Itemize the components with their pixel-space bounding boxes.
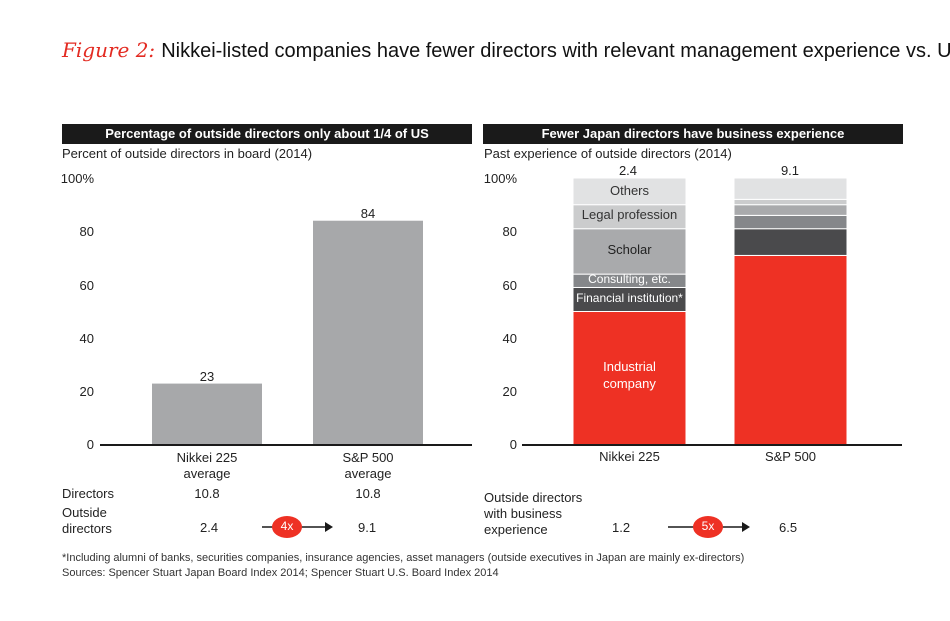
stacked-segment-industrial-nikkei — [572, 311, 687, 446]
right-table-label: Outside directors with business experien… — [484, 490, 583, 537]
stacked-segment-financial-nikkei — [572, 286, 687, 313]
left-ytick: 40 — [79, 331, 94, 346]
left-table-directors-sp500: 10.8 — [355, 486, 381, 501]
footnote: *Including alumni of banks, securities c… — [62, 552, 745, 564]
right-panel-ylabel: Past experience of outside directors (20… — [484, 146, 732, 161]
left-ratio-arrow — [262, 516, 333, 538]
segment-label-industrial: Industrial company — [603, 359, 656, 391]
right-category-sp500: S&P 500 — [764, 449, 817, 464]
stacked-segment-financial-sp500 — [733, 228, 848, 256]
left-table-outside-nikkei: 2.4 — [200, 520, 219, 535]
left-category-nikkei: Nikkei 225 average — [176, 450, 238, 481]
right-ytick: 100% — [483, 171, 517, 186]
left-bar-value-nikkei: 23 — [199, 369, 215, 384]
right-ratio-label: 5x — [701, 519, 715, 533]
segment-label-others: Others — [609, 183, 649, 198]
figure-title-text: Nikkei-listed companies have fewer direc… — [161, 40, 950, 62]
right-total-nikkei: 2.4 — [618, 163, 638, 178]
left-table-directors-label: Directors — [62, 486, 115, 501]
stacked-segment-legal-sp500 — [733, 198, 848, 206]
segment-label-scholar: Scholar — [607, 242, 652, 257]
left-category-sp500: S&P 500 average — [342, 450, 394, 481]
left-ytick: 100% — [60, 171, 94, 186]
segment-label-legal: Legal profession — [581, 207, 678, 222]
left-ytick: 0 — [86, 437, 94, 452]
left-table-outside-label: Outside directors — [62, 505, 112, 536]
left-ytick: 20 — [79, 384, 94, 399]
stacked-segment-consulting-sp500 — [733, 214, 848, 230]
right-ytick: 0 — [509, 437, 517, 452]
segment-label-consulting: Consulting, etc. — [588, 272, 671, 286]
right-ytick: 80 — [502, 224, 517, 239]
left-bar-nikkei — [152, 383, 262, 445]
stacked-segment-scholar-nikkei — [572, 228, 687, 275]
right-category-nikkei: Nikkei 225 — [599, 449, 660, 464]
left-bar-sp500 — [313, 220, 423, 445]
stacked-segment-others-nikkei — [572, 177, 687, 206]
right-table-nikkei: 1.2 — [612, 520, 631, 535]
left-table-outside-sp500: 9.1 — [358, 520, 377, 535]
figure-title: Figure 2: Nikkei-listed companies have fe… — [62, 38, 950, 63]
right-ratio-arrow — [668, 516, 750, 538]
right-total-sp500: 9.1 — [780, 163, 800, 178]
stacked-segment-industrial-sp500 — [733, 254, 848, 446]
stacked-segment-others-sp500 — [733, 177, 848, 200]
right-panel-title: Fewer Japan directors have business expe… — [483, 124, 903, 144]
stacked-segment-legal-nikkei — [572, 204, 687, 230]
segment-label-financial: Financial institution* — [576, 291, 683, 305]
figure-label: Figure 2: — [62, 38, 156, 62]
left-ytick: 60 — [79, 278, 94, 293]
right-ytick: 60 — [502, 278, 517, 293]
left-table-directors-nikkei: 10.8 — [194, 486, 220, 501]
right-ytick: 40 — [502, 331, 517, 346]
right-table-sp500: 6.5 — [779, 520, 798, 535]
left-ratio-label: 4x — [280, 519, 294, 533]
left-panel-title: Percentage of outside directors only abo… — [62, 124, 472, 144]
right-ytick: 20 — [502, 384, 517, 399]
sources-note: Sources: Spencer Stuart Japan Board Inde… — [62, 567, 499, 579]
left-bar-value-sp500: 84 — [360, 206, 376, 221]
stacked-segment-scholar-sp500 — [733, 204, 848, 216]
left-ytick: 80 — [79, 224, 94, 239]
left-panel-ylabel: Percent of outside directors in board (2… — [62, 146, 313, 161]
